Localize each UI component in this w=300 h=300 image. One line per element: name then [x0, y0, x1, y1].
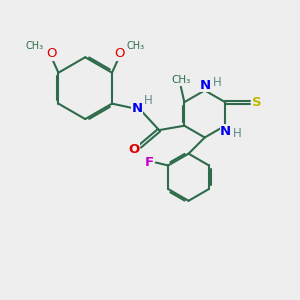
Text: O: O: [128, 143, 140, 156]
Text: N: N: [200, 79, 211, 92]
Text: CH₃: CH₃: [171, 75, 190, 85]
Text: H: H: [144, 94, 153, 107]
Text: N: N: [220, 124, 231, 137]
Text: CH₃: CH₃: [26, 41, 44, 51]
Text: O: O: [114, 47, 124, 60]
Text: H: H: [213, 76, 221, 88]
Text: N: N: [131, 101, 142, 115]
Text: S: S: [252, 96, 262, 109]
Text: H: H: [233, 128, 242, 140]
Text: CH₃: CH₃: [127, 41, 145, 51]
Text: F: F: [145, 156, 154, 169]
Text: O: O: [46, 47, 56, 60]
